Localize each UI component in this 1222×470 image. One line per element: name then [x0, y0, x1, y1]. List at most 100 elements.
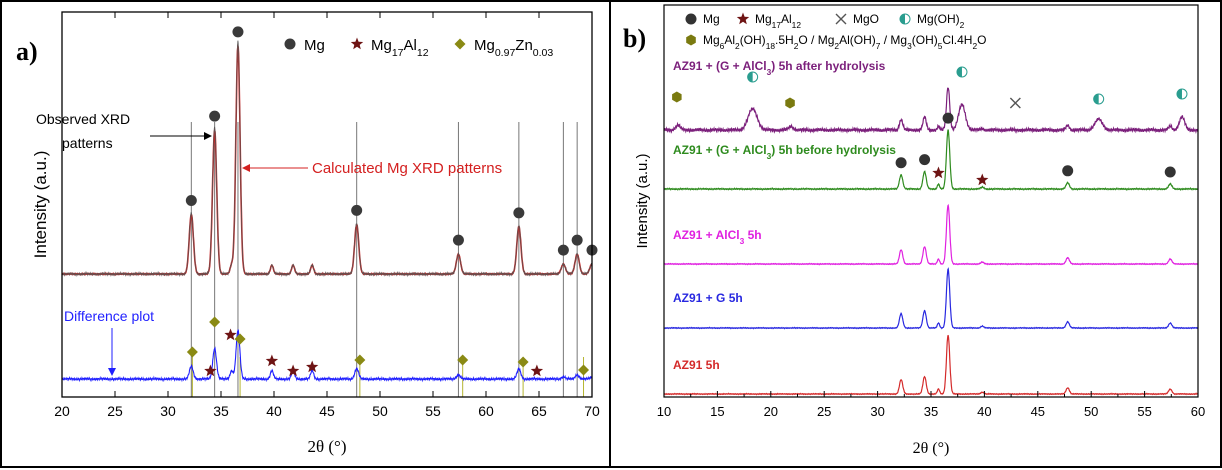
x-tick-label-a: 70	[584, 403, 600, 419]
legend-marker-a	[284, 38, 296, 50]
legend-label-a: Mg	[304, 37, 325, 54]
mgzn-marker	[457, 354, 469, 366]
ldh-marker	[785, 97, 795, 109]
mgzn-marker	[209, 316, 221, 328]
series-line-0	[663, 87, 1199, 135]
mg-marker-b	[1164, 166, 1176, 178]
mg17al12-marker	[530, 364, 544, 377]
series-label-4: AZ91 5h	[673, 358, 720, 372]
x-tick-label-b: 20	[764, 404, 778, 419]
mgzn-marker	[517, 356, 529, 368]
x-tick-label-b: 40	[977, 404, 991, 419]
annotation-calculated-arrowhead	[242, 164, 250, 172]
legend-marker-b	[685, 13, 697, 25]
mg-marker-b	[895, 157, 907, 169]
legend-marker-b	[900, 14, 905, 24]
mg17al12-marker-b	[932, 166, 945, 179]
mgoh2-marker	[747, 72, 753, 82]
x-tick-label-a: 40	[266, 403, 282, 419]
legend-label-b: MgO	[853, 12, 879, 26]
annotation-calculated: Calculated Mg XRD patterns	[312, 160, 502, 177]
x-tick-label-a: 25	[107, 403, 123, 419]
legend-marker-b	[686, 34, 696, 46]
mg-marker	[452, 234, 464, 246]
ldh-marker	[672, 91, 682, 103]
annotation-observed-arrowhead	[204, 132, 212, 140]
plot-frame-a	[61, 11, 593, 398]
x-tick-label-a: 45	[319, 403, 335, 419]
annotation-difference: Difference plot	[64, 308, 154, 324]
legend-label-b: Mg	[703, 12, 720, 26]
x-tick-label-a: 20	[54, 403, 70, 419]
mg-marker	[557, 244, 569, 256]
mgzn-marker	[354, 354, 366, 366]
mg-marker-b	[942, 112, 954, 124]
difference-plot-line	[61, 329, 593, 383]
x-tick-label-a: 65	[531, 403, 547, 419]
mg-marker	[351, 204, 363, 216]
chart-a-svg: 20 25 30 35 40 45 50 55 60 65 70 2θ (°) Intensity (a…	[16, 11, 600, 456]
x-tick-label-b: 55	[1137, 404, 1151, 419]
mg-marker	[571, 234, 583, 246]
x-tick-label-b: 15	[710, 404, 724, 419]
legend-marker-a	[454, 38, 466, 50]
x-tick-label-b: 35	[924, 404, 938, 419]
x-tick-label-a: 50	[372, 403, 388, 419]
series-line-3	[663, 267, 1198, 330]
legend-label-b: Mg(OH)2	[917, 12, 965, 30]
mgoh2-marker	[1093, 94, 1099, 104]
series-label-2: AZ91 + AlCl3 5h	[673, 228, 762, 246]
mg-marker	[232, 26, 244, 38]
mg-marker	[513, 207, 525, 219]
annotation-difference-arrowhead	[108, 368, 116, 376]
y-axis-label-b: Intensity (a.u.)	[634, 153, 651, 248]
annotation-observed-2: patterns	[62, 135, 113, 151]
legend-label-a: Mg17Al12	[371, 37, 429, 59]
x-tick-label-a: 55	[425, 403, 441, 419]
x-tick-label-b: 10	[657, 404, 671, 419]
legend-label-b: Mg17Al12	[755, 12, 801, 30]
x-axis-label-a: 2θ (°)	[307, 437, 346, 456]
mg17al12-marker-b	[976, 173, 989, 186]
chart-b-svg: AZ91 + (G + AlCl3) 5h after hydrolysis AZ…	[623, 4, 1205, 457]
series-line-2	[663, 203, 1198, 266]
panel-b: AZ91 + (G + AlCl3) 5h after hydrolysis AZ…	[611, 0, 1222, 468]
legend-marker-a	[350, 37, 364, 50]
legend-label-a: Mg0.97Zn0.03	[474, 37, 553, 59]
x-tick-label-b: 25	[817, 404, 831, 419]
y-axis-label-a: Intensity (a.u.)	[31, 151, 50, 259]
mg17al12-marker	[306, 360, 319, 373]
mg-marker	[209, 110, 221, 122]
mg-marker	[185, 194, 197, 206]
legend-marker-b	[835, 13, 847, 25]
annotation-observed: Observed XRD	[36, 111, 130, 127]
series-label-1: AZ91 + (G + AlCl3) 5h before hydrolysis	[673, 143, 896, 161]
panel-label-b: b)	[623, 24, 646, 53]
mgzn-marker	[186, 346, 198, 358]
x-tick-label-a: 30	[160, 403, 176, 419]
mgo-marker	[1009, 97, 1021, 109]
mg17al12-marker	[224, 328, 237, 341]
x-tick-label-a: 60	[478, 403, 494, 419]
mg17al12-marker	[204, 364, 217, 377]
series-label-0: AZ91 + (G + AlCl3) 5h after hydrolysis	[673, 59, 886, 77]
series-label-3: AZ91 + G 5h	[673, 291, 743, 305]
mgzn-marker	[578, 364, 590, 376]
x-axis-label-b: 2θ (°)	[913, 440, 950, 457]
x-tick-label-a: 35	[213, 403, 229, 419]
x-tick-label-b: 45	[1031, 404, 1045, 419]
mg17al12-marker	[286, 364, 300, 377]
mgzn-marker	[234, 333, 246, 345]
x-tick-label-b: 60	[1191, 404, 1205, 419]
x-tick-label-b: 50	[1084, 404, 1098, 419]
observed-pattern-line	[61, 40, 593, 278]
series-line-4	[663, 334, 1199, 396]
legend-marker-b	[736, 12, 750, 25]
panel-label-a: a)	[16, 37, 38, 66]
series-line-1	[663, 129, 1199, 192]
panel-a: 20 25 30 35 40 45 50 55 60 65 70 2θ (°) Intensity (a…	[0, 0, 611, 468]
mg-marker-b	[919, 154, 931, 166]
mgoh2-marker	[1176, 89, 1182, 99]
mg-marker-b	[1062, 165, 1074, 177]
legend-label-b: Mg6Al2(OH)18.5H2O / Mg2Al(OH)7 / Mg3(OH)…	[703, 33, 986, 51]
